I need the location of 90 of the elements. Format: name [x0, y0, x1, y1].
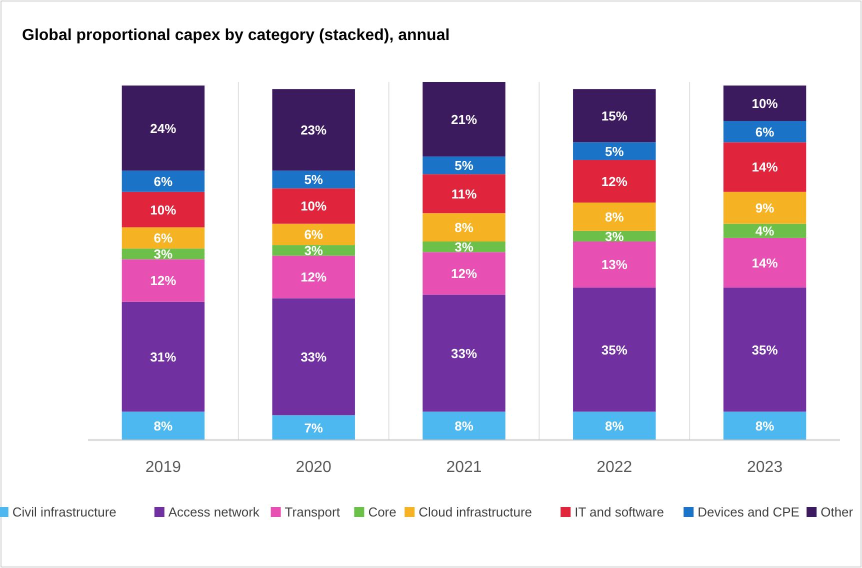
data-label: 12% [601, 174, 628, 189]
bar [573, 89, 656, 142]
bar [573, 202, 656, 231]
bar [573, 412, 656, 440]
bar [122, 192, 205, 228]
data-label: 3% [605, 228, 624, 244]
bar [272, 89, 355, 171]
bar [122, 170, 205, 192]
data-label: 3% [454, 240, 474, 254]
data-label: 12% [450, 266, 478, 282]
data-label: 13% [601, 257, 628, 272]
data-label: 10% [752, 96, 778, 111]
bar [723, 142, 806, 192]
bar [422, 412, 506, 440]
legend-label: IT and software [574, 504, 664, 520]
bar [272, 170, 355, 188]
bar [422, 213, 506, 242]
data-label: 35% [601, 342, 628, 358]
data-label: 24% [150, 120, 177, 136]
data-label: 11% [451, 186, 478, 202]
x-tick-label: 2022 [596, 459, 632, 476]
bar [422, 294, 506, 412]
data-label: 10% [150, 202, 177, 218]
legend-label: Devices and CPE [698, 504, 800, 520]
bar [573, 242, 656, 288]
data-label: 35% [752, 342, 778, 358]
bar [723, 288, 806, 412]
x-tick-label: 2021 [446, 459, 482, 476]
data-label: 15% [601, 108, 628, 124]
data-label: 8% [605, 418, 624, 434]
data-label: 3% [304, 243, 324, 258]
data-label: 14% [752, 255, 778, 270]
bar [122, 302, 205, 412]
bar [573, 142, 656, 160]
bar [272, 415, 355, 440]
x-tick-label: 2023 [747, 459, 783, 476]
legend-label: Transport [284, 504, 340, 520]
bar [723, 238, 806, 288]
bar [723, 224, 806, 238]
bar [422, 82, 506, 156]
data-label: 8% [454, 220, 474, 236]
legend-label: Other [820, 504, 854, 520]
bar [122, 412, 205, 440]
bar [723, 86, 806, 121]
data-label: 12% [150, 273, 177, 288]
data-label: 6% [154, 174, 174, 189]
bar [272, 256, 355, 298]
data-label: 31% [150, 349, 177, 364]
data-label: 12% [300, 270, 328, 285]
data-label: 33% [300, 349, 328, 364]
x-tick-label: 2019 [145, 459, 182, 476]
data-label: 8% [605, 209, 624, 224]
data-label: 7% [304, 420, 324, 436]
data-label: 6% [154, 230, 174, 246]
bar [272, 298, 355, 416]
bar [122, 227, 205, 249]
data-label: 5% [304, 172, 324, 188]
data-label: 23% [300, 122, 328, 138]
data-label: 5% [605, 144, 624, 159]
data-label: 8% [454, 418, 474, 434]
bar [272, 188, 355, 224]
bar [272, 224, 355, 246]
bar [723, 412, 806, 440]
legend-label: Access network [168, 504, 260, 520]
data-label: 6% [755, 124, 775, 140]
data-label: 5% [454, 158, 474, 173]
bar [122, 259, 205, 302]
data-label: 6% [304, 227, 324, 242]
data-label: 21% [450, 112, 478, 127]
legend-label: Cloud infrastructure [418, 504, 532, 520]
data-label: 9% [755, 200, 775, 216]
data-label: 3% [154, 246, 174, 262]
bar [422, 252, 506, 295]
legend-label: Civil infrastructure [12, 504, 116, 520]
bar [723, 120, 806, 142]
bar [422, 174, 506, 214]
chart-title: Global proportional capex by category (stacked), annual [22, 27, 450, 44]
bar [573, 288, 656, 412]
data-label: 10% [300, 198, 328, 214]
data-label: 8% [154, 418, 174, 434]
data-label: 4% [755, 224, 775, 239]
data-label: 33% [450, 346, 478, 361]
data-label: 8% [755, 418, 775, 434]
legend-label: Core [368, 504, 396, 520]
bar [723, 192, 806, 224]
x-tick-label: 2020 [296, 459, 332, 476]
bar [122, 86, 205, 171]
bar [422, 156, 506, 174]
bar [573, 160, 656, 203]
data-label: 14% [752, 160, 778, 175]
